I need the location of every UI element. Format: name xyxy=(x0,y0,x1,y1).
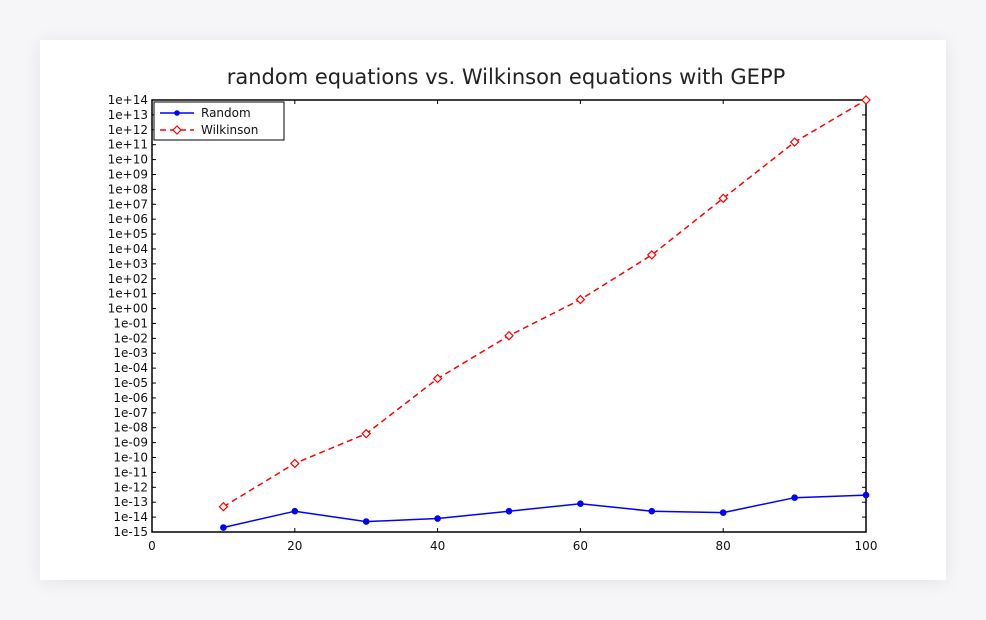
y-tick-label: 1e-06 xyxy=(113,391,148,405)
y-tick-label: 1e-03 xyxy=(113,346,148,360)
legend: Random Wilkinson xyxy=(153,101,285,141)
y-tick-label: 1e-02 xyxy=(113,331,148,345)
y-tick-label: 1e+05 xyxy=(108,227,148,241)
data-point-wilkinson xyxy=(289,458,300,469)
x-tick-label: 20 xyxy=(287,539,302,553)
chart-card: random equations vs. Wilkinson equations… xyxy=(40,40,946,580)
y-tick-label: 1e+08 xyxy=(108,182,148,196)
legend-marker-random xyxy=(174,110,180,116)
y-tick-label: 1e+10 xyxy=(108,153,148,167)
data-point-random xyxy=(362,518,370,525)
series-lines xyxy=(218,95,871,531)
chart-svg: random equations vs. Wilkinson equations… xyxy=(108,65,878,553)
y-tick-label: 1e-11 xyxy=(113,465,148,479)
x-tick-label: 40 xyxy=(430,539,445,553)
y-tick-label: 1e+03 xyxy=(108,257,148,271)
chart-title: random equations vs. Wilkinson equations… xyxy=(227,65,786,89)
x-tick-label: 0 xyxy=(148,539,156,553)
data-point-wilkinson xyxy=(361,428,372,439)
legend-label-wilkinson: Wilkinson xyxy=(201,123,258,137)
plot-frame xyxy=(151,99,867,533)
y-tick-label: 1e-07 xyxy=(113,406,148,420)
y-tick-label: 1e+00 xyxy=(108,302,148,316)
data-point-random xyxy=(434,515,441,522)
data-point-wilkinson xyxy=(646,250,657,260)
y-tick-label: 1e-13 xyxy=(113,495,148,509)
x-tick-label: 80 xyxy=(716,539,731,553)
y-tick-label: 1e+02 xyxy=(108,272,148,286)
y-tick-label: 1e+07 xyxy=(108,197,148,211)
legend-label-random: Random xyxy=(201,106,251,120)
data-point-random xyxy=(862,491,870,499)
data-point-random xyxy=(648,507,656,515)
legend-box xyxy=(153,101,285,141)
data-point-random xyxy=(577,500,584,507)
y-tick-label: 1e+09 xyxy=(108,167,148,181)
series-line-wilkinson xyxy=(223,99,867,508)
data-point-random xyxy=(719,509,727,516)
y-tick-label: 1e-14 xyxy=(113,510,148,524)
y-tick-label: 1e+06 xyxy=(108,212,148,226)
y-tick-label: 1e-01 xyxy=(113,316,148,330)
y-tick-label: 1e+14 xyxy=(108,93,148,107)
data-point-random xyxy=(505,507,513,515)
y-tick-label: 1e-04 xyxy=(113,361,148,375)
data-point-wilkinson xyxy=(861,95,871,105)
x-tick-label: 100 xyxy=(855,539,878,553)
data-point-random xyxy=(220,524,227,531)
plot-area: 1e-151e-141e-131e-121e-111e-101e-091e-08… xyxy=(108,93,878,553)
y-tick-label: 1e-05 xyxy=(113,376,148,390)
y-tick-label: 1e+11 xyxy=(108,138,148,152)
data-point-random xyxy=(791,494,798,502)
data-point-wilkinson xyxy=(575,294,586,305)
x-tick-label: 60 xyxy=(573,539,588,553)
y-tick-label: 1e+12 xyxy=(108,123,148,137)
data-point-wilkinson xyxy=(718,193,729,204)
series-line-random xyxy=(223,494,867,529)
y-tick-label: 1e-12 xyxy=(113,480,148,494)
y-tick-label: 1e-08 xyxy=(113,421,148,435)
data-point-wilkinson xyxy=(789,137,800,147)
data-point-wilkinson xyxy=(504,330,514,341)
y-tick-label: 1e-09 xyxy=(113,436,148,450)
y-tick-label: 1e-10 xyxy=(113,451,148,465)
data-point-wilkinson xyxy=(432,373,443,384)
y-tick-label: 1e+13 xyxy=(108,108,148,122)
y-tick-label: 1e-15 xyxy=(113,525,148,539)
data-point-random xyxy=(291,507,299,515)
data-point-wilkinson xyxy=(218,501,229,512)
y-tick-label: 1e+04 xyxy=(108,242,148,256)
legend-marker-wilkinson xyxy=(172,125,182,135)
y-tick-label: 1e+01 xyxy=(108,287,148,301)
